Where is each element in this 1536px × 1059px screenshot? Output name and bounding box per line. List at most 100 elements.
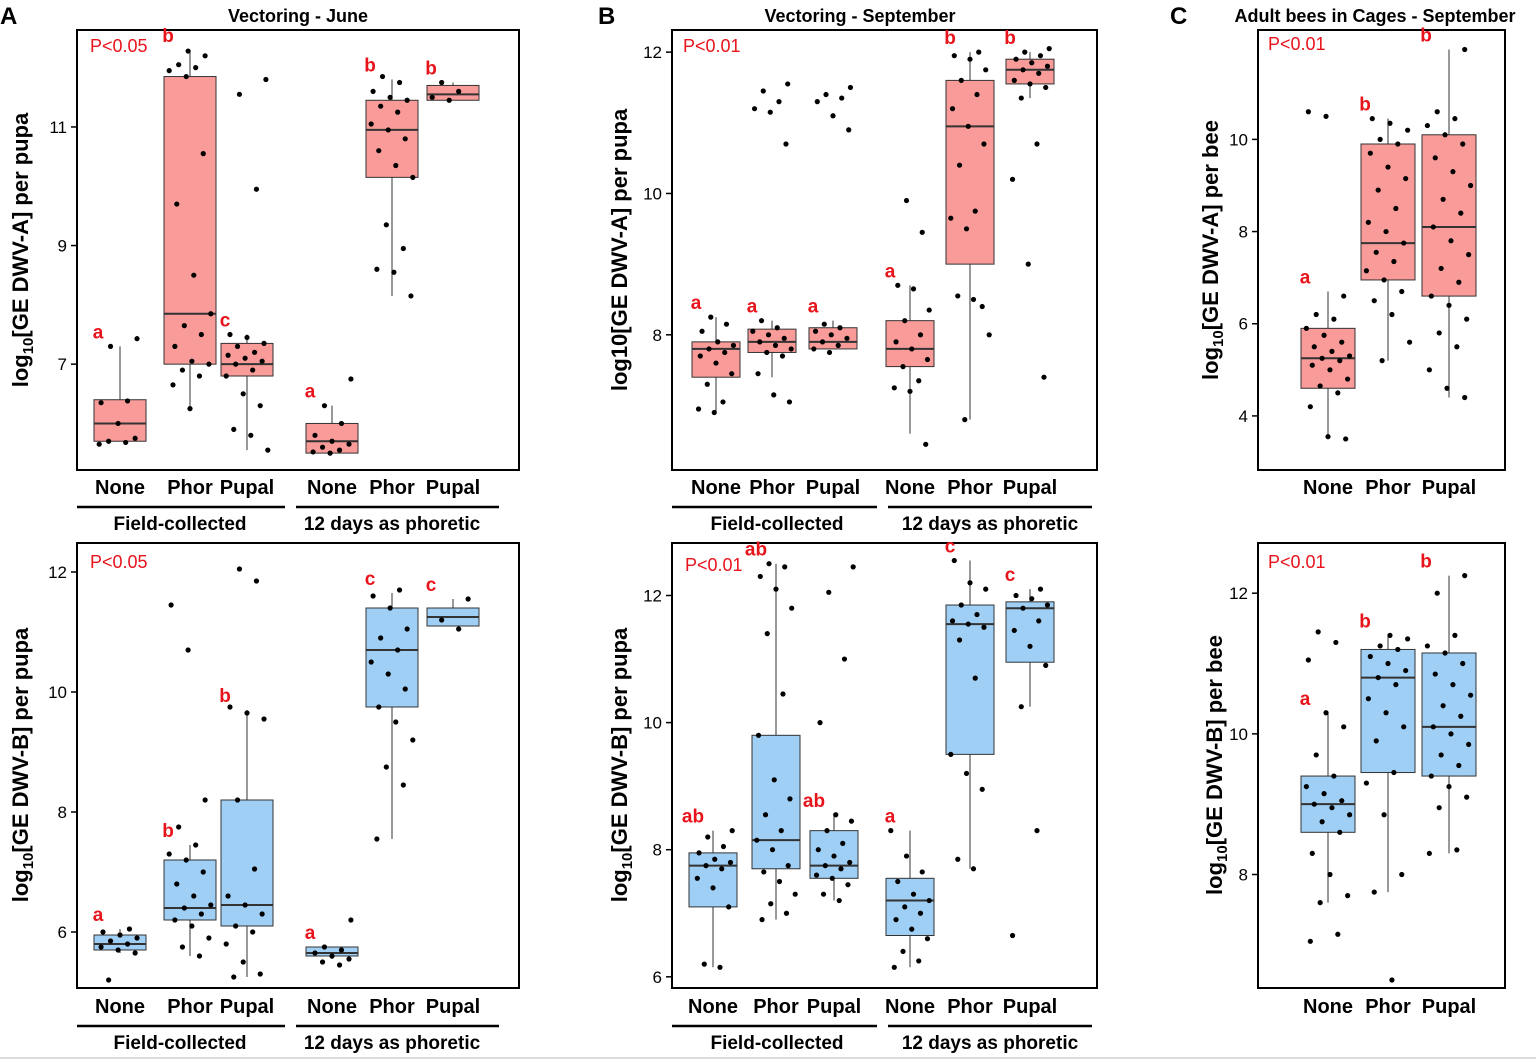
data-point — [837, 325, 843, 331]
data-point — [251, 866, 258, 872]
data-point — [1319, 819, 1325, 825]
data-point — [1037, 586, 1044, 592]
data-point — [1391, 258, 1397, 265]
data-point — [456, 626, 462, 632]
data-point — [1009, 176, 1016, 182]
data-point — [1303, 783, 1309, 790]
data-point — [948, 215, 954, 221]
box-iqr — [365, 99, 419, 178]
data-point — [465, 596, 471, 602]
group-label-phoretic: 12 days as phoretic — [902, 514, 1079, 535]
data-point — [1044, 602, 1051, 608]
data-point — [1458, 713, 1464, 719]
data-point — [788, 346, 794, 352]
data-point — [1428, 293, 1434, 299]
data-point — [830, 113, 836, 119]
data-point — [722, 349, 728, 356]
data-point — [321, 403, 328, 409]
data-point — [1375, 187, 1381, 193]
data-point — [1313, 311, 1319, 318]
data-point — [1365, 696, 1371, 702]
data-point — [1369, 116, 1375, 122]
data-point — [176, 62, 182, 68]
data-point — [1387, 120, 1393, 126]
data-point — [1036, 70, 1042, 76]
x-category-label: Pupal — [220, 996, 274, 1018]
sig-letter: ab — [682, 807, 704, 828]
box-group — [1360, 632, 1416, 983]
data-point — [1343, 436, 1349, 442]
data-point — [410, 174, 416, 180]
data-point — [1341, 293, 1347, 299]
data-point — [1329, 348, 1335, 354]
data-point — [395, 647, 401, 653]
data-point — [1305, 657, 1311, 663]
data-point — [771, 777, 777, 783]
data-point — [758, 318, 765, 324]
data-point — [1335, 931, 1341, 937]
box-group — [1005, 46, 1055, 380]
data-point — [240, 391, 246, 397]
data-point — [1407, 339, 1413, 345]
data-point — [174, 881, 180, 887]
y-axis-label: log10[GE DWV-A] per pupa — [607, 108, 632, 391]
group-brackets: Field-collected 12 days as phoretic Fiel… — [77, 505, 1092, 1054]
box-group — [1300, 109, 1356, 442]
data-point — [208, 311, 214, 317]
data-point — [1341, 724, 1347, 730]
data-point — [970, 296, 977, 303]
x-category-label: None — [307, 477, 357, 499]
box-group — [426, 79, 480, 103]
box-iqr — [1360, 143, 1416, 281]
box-iqr — [1421, 134, 1477, 297]
data-point — [697, 353, 703, 359]
data-point — [404, 626, 410, 632]
box-group — [1421, 46, 1477, 401]
data-point — [400, 782, 406, 788]
y-ticks: 8 10 12 — [1229, 584, 1258, 885]
x-category-label: None — [95, 477, 145, 499]
data-point — [132, 950, 138, 956]
x-category-label: Phor — [749, 477, 795, 499]
data-point — [1367, 150, 1373, 156]
sig-letter: a — [93, 322, 104, 343]
data-point — [1393, 682, 1399, 688]
box-iqr — [305, 422, 359, 454]
data-point — [1365, 219, 1371, 225]
sig-letter: b — [944, 28, 956, 49]
data-point — [926, 307, 932, 313]
p-value: P<0.01 — [683, 36, 741, 56]
group-letters: a b c a b b — [93, 26, 437, 403]
data-point — [1347, 812, 1353, 818]
data-point — [1450, 682, 1456, 688]
data-point — [240, 959, 246, 965]
data-point — [1319, 355, 1325, 361]
sig-letter: b — [364, 56, 376, 77]
data-point — [751, 106, 758, 112]
data-point — [963, 226, 970, 232]
data-point — [916, 378, 922, 384]
x-categories: None Phor Pupal None Phor Pupal — [691, 477, 1057, 499]
data-point — [329, 438, 335, 444]
y-tick-label: 10 — [643, 184, 662, 203]
data-point — [310, 449, 316, 455]
data-point — [755, 371, 761, 377]
data-point — [378, 635, 384, 641]
data-point — [1363, 268, 1369, 274]
x-category-label: None — [688, 996, 738, 1018]
data-point — [374, 836, 380, 842]
data-point — [1438, 752, 1444, 758]
data-point — [185, 48, 191, 54]
data-point — [949, 618, 956, 624]
data-point — [710, 885, 716, 891]
sig-letter: a — [885, 807, 896, 828]
data-point — [123, 439, 129, 446]
data-point — [251, 349, 258, 355]
box-group — [220, 76, 274, 453]
data-point — [979, 786, 985, 792]
data-point — [729, 828, 735, 834]
data-point — [924, 356, 931, 363]
data-point — [1440, 196, 1446, 202]
y-tick-label: 10 — [643, 714, 662, 733]
group-letters: a b b — [1300, 552, 1432, 710]
